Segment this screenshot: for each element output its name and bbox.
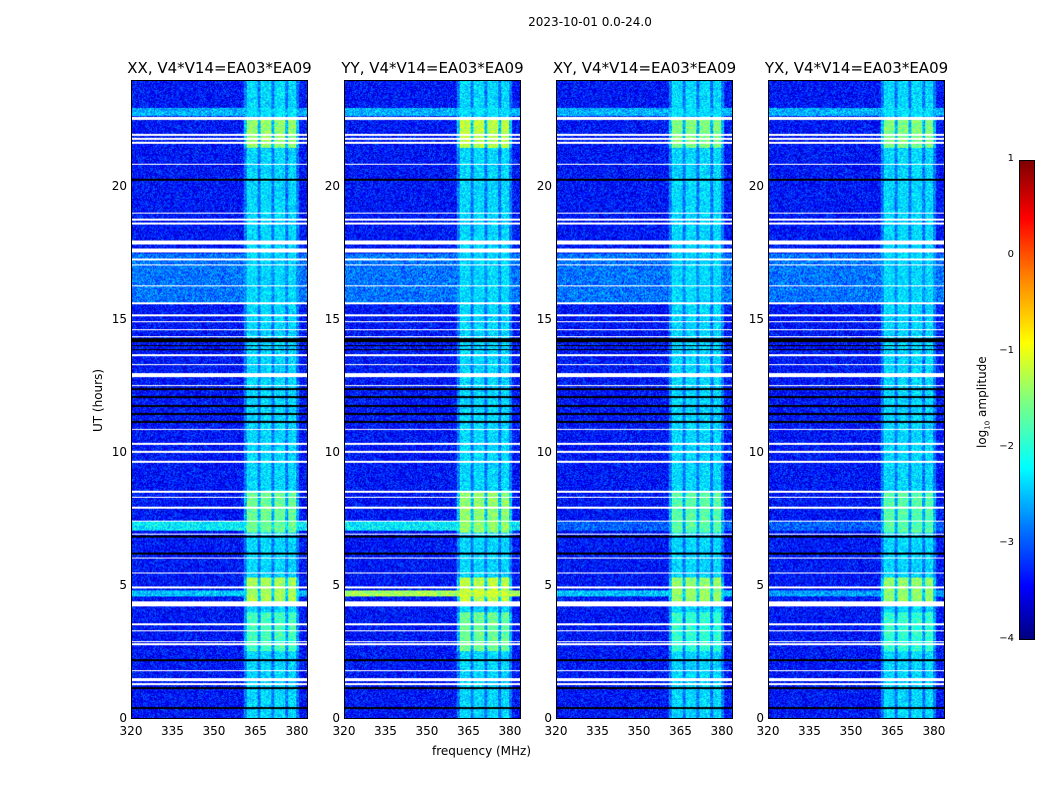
colorbar-tick-label: −3 (999, 537, 1014, 548)
colorbar-label: log10 amplitude (975, 356, 992, 448)
colorbar-tick-label: 0 (1007, 249, 1014, 260)
x-tick-label: 350 (627, 724, 651, 738)
y-tick-label: 10 (324, 444, 340, 459)
colorbar-tick-label: −1 (999, 345, 1014, 356)
y-tick-label: 0 (756, 711, 764, 725)
y-tick-label: 0 (544, 711, 552, 725)
x-axis-label: frequency (MHz) (432, 744, 532, 758)
y-tick-label: 20 (536, 178, 552, 193)
y-tick-label: 20 (748, 178, 764, 193)
x-tick-label: 365 (244, 724, 267, 738)
y-tick-label: 0 (332, 711, 340, 725)
x-tick-label: 320 (756, 724, 780, 738)
x-tick-label: 320 (544, 724, 568, 738)
colorbar-tick-label: −2 (999, 441, 1014, 452)
x-tick-label: 350 (415, 724, 439, 738)
y-tick-label: 0 (119, 711, 127, 725)
suptitle: 2023-10-01 0.0-24.0 (528, 15, 652, 29)
colorbar-tick-label: −4 (999, 633, 1014, 644)
colorbar (1019, 160, 1035, 640)
y-tick-label: 5 (544, 577, 552, 592)
spectrogram-panel-yy (344, 80, 521, 719)
y-tick-label: 5 (756, 577, 764, 592)
y-tick-label: 10 (536, 444, 552, 459)
x-tick-label: 350 (202, 724, 226, 738)
panel-title: YY, V4*V14=EA03*EA09 (341, 59, 524, 77)
heatmap-yx (769, 81, 944, 718)
y-tick-label: 15 (111, 311, 127, 326)
x-tick-label: 365 (457, 724, 480, 738)
x-tick-label: 350 (839, 724, 863, 738)
y-tick-label: 15 (324, 311, 340, 326)
x-tick-label: 335 (161, 724, 184, 738)
spectrogram-panel-xx (131, 80, 308, 719)
y-tick-label: 15 (748, 311, 764, 326)
heatmap-xy (557, 81, 732, 718)
y-axis-label: UT (hours) (91, 368, 105, 432)
x-tick-label: 335 (798, 724, 821, 738)
y-tick-label: 15 (536, 311, 552, 326)
x-tick-label: 320 (119, 724, 143, 738)
y-tick-label: 10 (111, 444, 127, 459)
x-tick-label: 365 (669, 724, 692, 738)
panel-title: YX, V4*V14=EA03*EA09 (764, 59, 949, 77)
panel-title: XX, V4*V14=EA03*EA09 (127, 59, 312, 77)
y-tick-label: 10 (748, 444, 764, 459)
y-tick-label: 20 (111, 178, 127, 193)
panel-title: XY, V4*V14=EA03*EA09 (552, 59, 737, 77)
x-tick-label: 320 (332, 724, 356, 738)
x-tick-label: 380 (498, 724, 522, 738)
x-tick-label: 335 (586, 724, 609, 738)
spectrogram-panel-xy (556, 80, 733, 719)
x-tick-label: 335 (374, 724, 397, 738)
x-tick-label: 365 (881, 724, 904, 738)
heatmap-yy (345, 81, 520, 718)
x-tick-label: 380 (922, 724, 946, 738)
y-tick-label: 5 (332, 577, 340, 592)
x-tick-label: 380 (285, 724, 309, 738)
y-tick-label: 20 (324, 178, 340, 193)
spectrogram-panel-yx (768, 80, 945, 719)
heatmap-xx (132, 81, 307, 718)
y-tick-label: 5 (119, 577, 127, 592)
colorbar-tick-label: 1 (1007, 153, 1014, 164)
x-tick-label: 380 (710, 724, 734, 738)
